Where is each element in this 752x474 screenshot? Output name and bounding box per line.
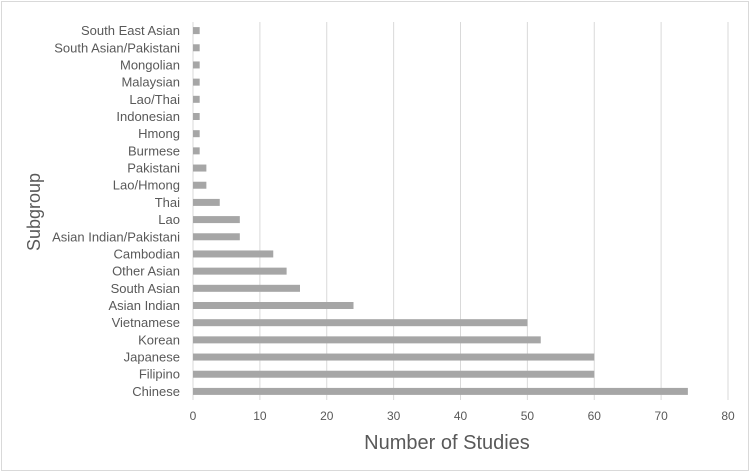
x-tick-label: 40: [454, 409, 468, 423]
bar-south-asian-pakistani: [193, 44, 200, 52]
category-label: Chinese: [132, 384, 180, 399]
x-tick-label: 70: [654, 409, 668, 423]
category-label: Vietnamese: [112, 315, 180, 330]
bar-south-east-asian: [193, 27, 200, 35]
category-label: Mongolian: [120, 57, 180, 72]
bar-korean: [193, 336, 541, 344]
bar-chinese: [193, 387, 688, 395]
bar-asian-indian: [193, 302, 354, 309]
category-label: Lao/Thai: [129, 92, 180, 107]
category-label: Filipino: [139, 367, 180, 382]
bar-asian-indian-pakistani: [193, 233, 240, 241]
bar-pakistani: [193, 164, 207, 172]
x-axis-title: Number of Studies: [364, 432, 530, 454]
bar-japanese: [193, 353, 595, 361]
category-label: Korean: [138, 332, 180, 347]
category-label: South East Asian: [81, 23, 180, 38]
bar-indonesian: [193, 113, 200, 120]
bar-malaysian: [193, 78, 200, 86]
bar-other-asian: [193, 267, 287, 275]
bar-thai: [193, 198, 220, 206]
category-label: Asian Indian: [108, 298, 180, 313]
category-label: Indonesian: [116, 109, 180, 124]
x-tick-label: 20: [320, 409, 334, 423]
category-label: Lao/Hmong: [113, 178, 180, 193]
bar-lao-thai: [193, 95, 200, 103]
bar-cambodian: [193, 250, 274, 258]
bar-lao-hmong: [193, 181, 207, 189]
category-label: Cambodian: [114, 246, 181, 261]
category-label: Other Asian: [112, 264, 180, 279]
category-label: South Asian/Pakistani: [54, 40, 180, 55]
bar-south-asian: [193, 284, 300, 292]
x-tick-labels: 0 10 20 30 40 50 60 70 80: [190, 409, 735, 423]
bars: [193, 27, 688, 395]
x-tick-label: 30: [387, 409, 401, 423]
x-tick-label: 60: [588, 409, 602, 423]
category-label: Malaysian: [121, 75, 180, 90]
bar-filipino: [193, 370, 595, 378]
category-label: Asian Indian/Pakistani: [52, 229, 180, 244]
category-label: Hmong: [138, 126, 180, 141]
category-label: Thai: [155, 195, 180, 210]
category-label: Japanese: [124, 350, 180, 365]
x-tick-label: 50: [521, 409, 535, 423]
category-label: South Asian: [111, 281, 180, 296]
x-tick-label: 0: [190, 409, 197, 423]
bar-burmese: [193, 147, 200, 155]
category-label: Burmese: [128, 143, 180, 158]
category-label: Lao: [158, 212, 180, 227]
category-label: Pakistani: [127, 161, 180, 176]
bar-hmong: [193, 130, 200, 138]
bar-vietnamese: [193, 319, 528, 327]
y-axis-title: Subgroup: [24, 173, 44, 251]
bar-lao: [193, 216, 240, 224]
x-tick-label: 80: [721, 409, 735, 423]
bar-mongolian: [193, 61, 200, 69]
x-tick-label: 10: [253, 409, 267, 423]
category-labels: Chinese Filipino Japanese Korean Vietnamese A…: [52, 23, 180, 399]
